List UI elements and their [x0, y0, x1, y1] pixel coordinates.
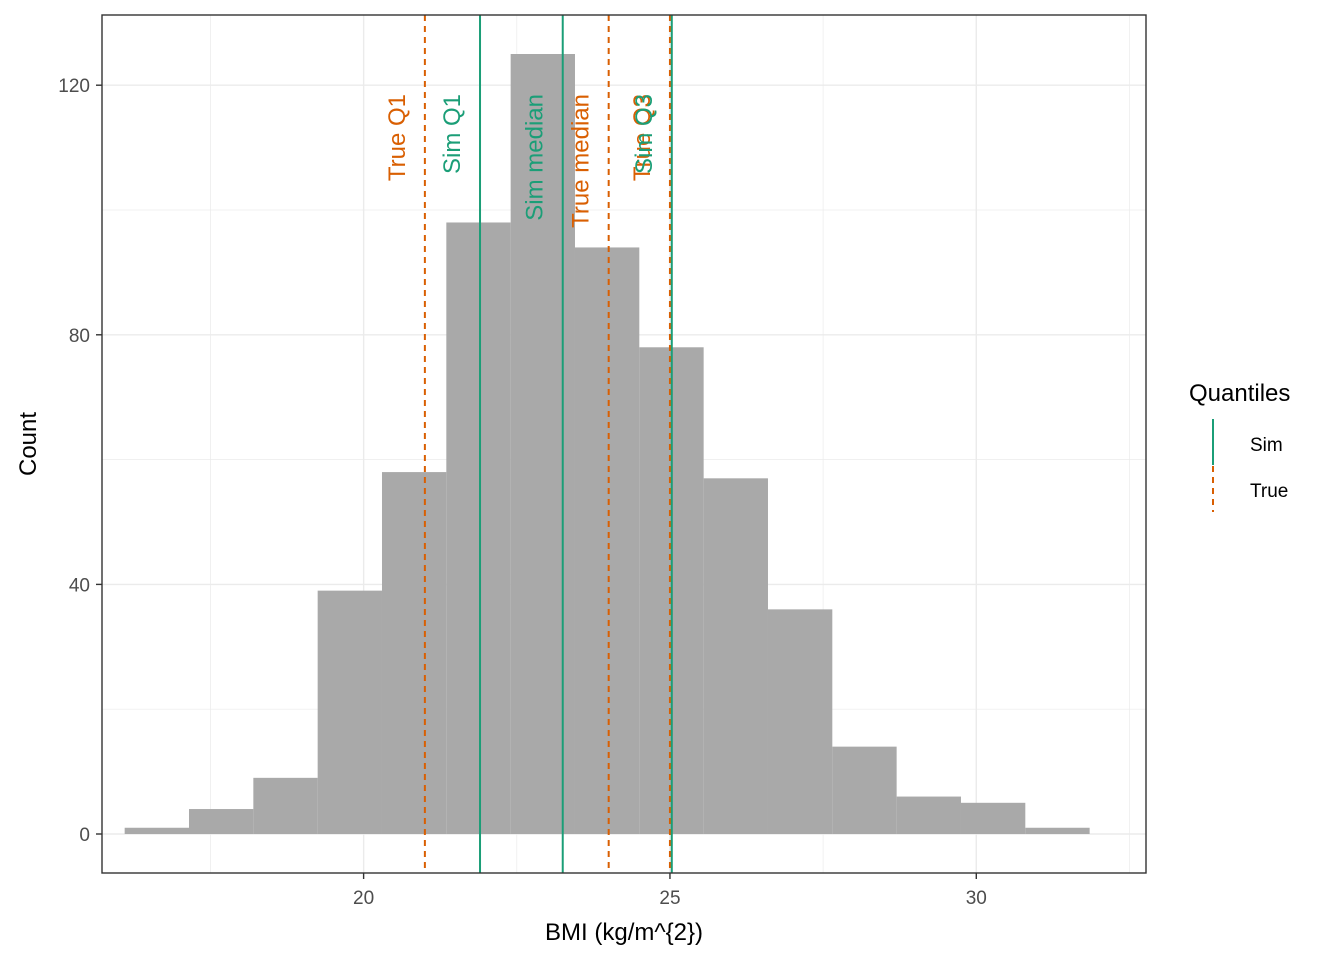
y-axis-title: Count	[15, 412, 42, 476]
y-tick-label: 120	[58, 76, 90, 97]
histogram-bar	[381, 472, 447, 834]
quantile-line-label: Sim Q1	[439, 94, 466, 174]
quantile-line-label: Sim Q3	[631, 94, 658, 174]
quantile-line-label: True Q3	[629, 94, 656, 181]
y-tick-label: 0	[79, 825, 90, 846]
histogram-bar	[189, 809, 254, 834]
legend-label-sim: Sim	[1250, 435, 1283, 456]
histogram-bar	[253, 777, 318, 834]
legend-label-true: True	[1250, 481, 1288, 502]
quantile-line-label: True Q1	[384, 94, 411, 181]
quantile-line-label: Sim median	[522, 94, 549, 221]
bars-layer	[124, 54, 1090, 835]
histogram-bar	[896, 796, 961, 834]
histogram-bar	[960, 802, 1026, 834]
x-tick-label: 20	[353, 888, 374, 909]
histogram-bar	[317, 590, 382, 834]
x-tick-label: 30	[966, 888, 987, 909]
y-tick-label: 80	[69, 326, 90, 347]
histogram-bar	[510, 54, 575, 834]
quantile-lines-layer: True Q1 Sim Q1 Sim median True median True Q…	[384, 15, 673, 873]
quantile-line-label: True median	[568, 94, 595, 228]
histogram-bar	[767, 609, 833, 834]
x-tick-label: 25	[659, 888, 680, 909]
legend-title: Quantiles	[1189, 380, 1290, 407]
x-axis-title: BMI (kg/m^{2})	[545, 919, 703, 946]
legend: Quantiles Sim True	[1189, 380, 1290, 512]
histogram-bar	[1025, 827, 1090, 834]
histogram-bar	[832, 746, 897, 834]
panel-border	[101, 14, 1147, 874]
histogram-bar	[574, 247, 640, 834]
histogram-bar	[124, 827, 189, 834]
histogram-bar	[703, 478, 768, 834]
y-tick-label: 40	[69, 575, 90, 596]
histogram-bar	[446, 222, 511, 835]
axes-layer: 20 25 30 0 40 80 120	[58, 76, 987, 909]
